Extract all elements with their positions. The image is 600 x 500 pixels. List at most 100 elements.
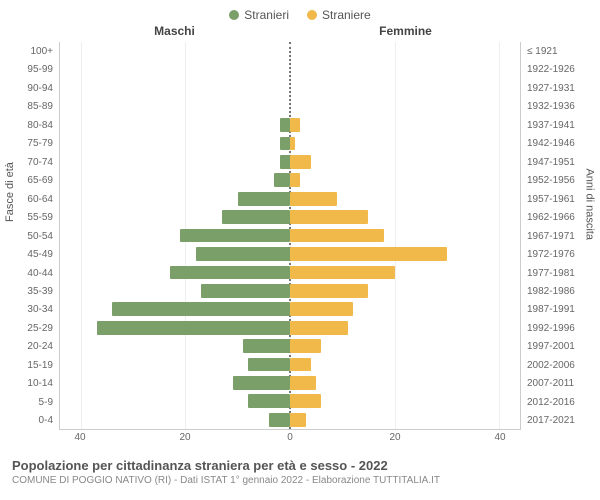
x-tick: 0 [287,432,293,443]
bar-row [60,355,520,373]
bar-male [280,155,290,169]
bar-row [60,318,520,336]
bar-row [60,282,520,300]
bar-female [290,413,306,427]
bar-row [60,208,520,226]
birth-label: 1997-2001 [527,338,596,356]
birth-label: 1922-1926 [527,61,596,79]
bar-male [97,321,290,335]
bar-row [60,263,520,281]
bar-male [238,192,290,206]
age-label: 45-49 [4,245,53,263]
population-pyramid-chart: Stranieri Straniere Maschi Femmine Fasce… [0,0,600,500]
x-tick: 20 [389,432,400,443]
bar-male [248,358,290,372]
bar-male [269,413,290,427]
bar-male [222,210,290,224]
bar-row [60,153,520,171]
age-label: 25-29 [4,319,53,337]
bar-female [290,247,447,261]
bar-row [60,61,520,79]
header-male: Maschi [59,24,290,38]
age-label: 35-39 [4,282,53,300]
x-tick: 40 [494,432,505,443]
y-axis-left-title: Fasce di età [4,162,16,222]
birth-label: 2017-2021 [527,412,596,430]
birth-label: 2012-2016 [527,393,596,411]
age-label: 90-94 [4,79,53,97]
birth-label: ≤ 1921 [527,42,596,60]
bar-female [290,321,348,335]
age-label: 10-14 [4,375,53,393]
age-label: 95-99 [4,61,53,79]
bar-row [60,79,520,97]
legend-male: Stranieri [229,8,289,22]
legend: Stranieri Straniere [4,8,596,22]
legend-female-label: Straniere [322,8,371,22]
bar-row [60,226,520,244]
y-axis-right-title: Anni di nascita [584,168,596,240]
bar-female [290,229,384,243]
age-label: 20-24 [4,338,53,356]
bar-row [60,300,520,318]
birth-label: 1937-1941 [527,116,596,134]
bar-female [290,358,311,372]
bar-female [290,284,368,298]
bar-male [201,284,290,298]
x-axis: 402002040 [4,430,596,452]
plot-area: 0-45-910-1415-1920-2425-2930-3435-3940-4… [4,42,596,430]
bar-female [290,173,300,187]
bar-row [60,190,520,208]
bar-male [274,173,290,187]
bar-male [280,137,290,151]
bar-row [60,134,520,152]
birth-label: 1992-1996 [527,319,596,337]
birth-label: 1942-1946 [527,135,596,153]
bar-male [170,266,290,280]
birth-label: 1927-1931 [527,79,596,97]
age-label: 85-89 [4,98,53,116]
birth-label: 1932-1936 [527,98,596,116]
bar-row [60,337,520,355]
bar-female [290,137,295,151]
age-label: 15-19 [4,356,53,374]
birth-label: 2007-2011 [527,375,596,393]
age-label: 100+ [4,42,53,60]
bar-female [290,302,353,316]
bar-male [248,394,290,408]
legend-female: Straniere [307,8,371,22]
chart-subtitle: COMUNE DI POGGIO NATIVO (RI) - Dati ISTA… [12,475,596,486]
bar-female [290,118,300,132]
age-label: 30-34 [4,301,53,319]
bars-container [59,42,521,430]
bar-female [290,210,368,224]
birth-label: 1972-1976 [527,245,596,263]
x-axis-ticks: 402002040 [59,430,521,452]
bar-row [60,97,520,115]
bar-male [196,247,290,261]
bar-row [60,42,520,60]
bar-female [290,155,311,169]
bar-male [180,229,290,243]
bar-row [60,171,520,189]
bar-row [60,411,520,429]
birth-label: 2002-2006 [527,356,596,374]
x-tick: 40 [74,432,85,443]
legend-male-swatch [229,10,239,20]
bar-row [60,392,520,410]
age-label: 75-79 [4,135,53,153]
age-label: 50-54 [4,227,53,245]
legend-male-label: Stranieri [244,8,289,22]
birth-label: 1987-1991 [527,301,596,319]
y-axis-age-labels: 0-45-910-1415-1920-2425-2930-3435-3940-4… [4,42,59,430]
birth-label: 1977-1981 [527,264,596,282]
age-label: 0-4 [4,412,53,430]
bar-female [290,339,321,353]
bar-female [290,376,316,390]
bar-male [280,118,290,132]
age-label: 5-9 [4,393,53,411]
bar-female [290,266,395,280]
age-label: 80-84 [4,116,53,134]
column-headers: Maschi Femmine [4,24,596,38]
bar-male [112,302,290,316]
